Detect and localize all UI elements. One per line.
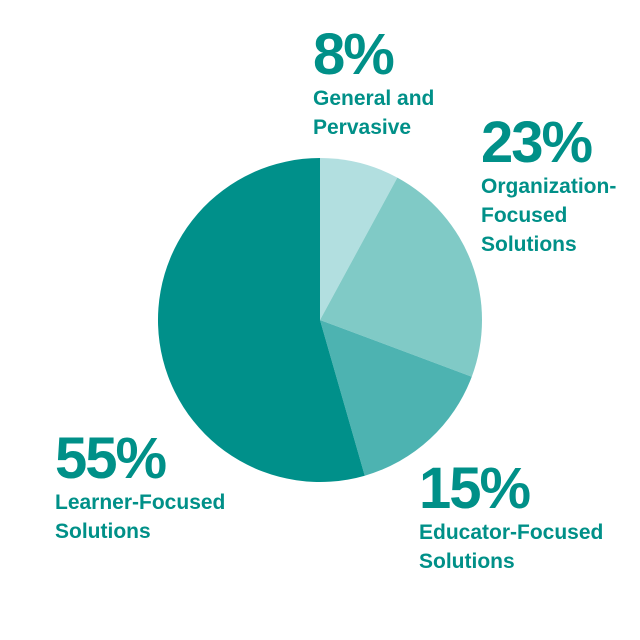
label-organization-focused: 23% Organization- Focused Solutions	[481, 114, 639, 259]
percent-educator-focused: 15%	[419, 456, 531, 521]
label-educator-focused: 15% Educator-Focused Solutions	[419, 460, 634, 576]
label-learner-focused: 55% Learner-Focused Solutions	[55, 430, 255, 546]
caption-line-1: General and	[313, 87, 435, 110]
caption-line-1: Educator-Focused	[419, 521, 604, 544]
caption-line-1: Learner-Focused	[55, 491, 226, 514]
caption-line-1: Organization-	[481, 175, 617, 198]
percent-learner-focused: 55%	[55, 426, 167, 491]
percent-organization-focused: 23%	[481, 110, 593, 175]
label-general-and-pervasive: 8% General and Pervasive	[313, 26, 473, 142]
percent-general-and-pervasive: 8%	[313, 22, 395, 87]
pie-slice-educator-focused-solutions	[320, 320, 472, 476]
pie-slice-learner-focused-solutions	[157, 157, 365, 483]
caption-line-2: Solutions	[419, 550, 515, 573]
caption-line-2: Focused	[481, 204, 568, 227]
pie-slice-organization-focused-solutions	[320, 177, 483, 377]
caption-line-2: Solutions	[55, 520, 151, 543]
pie-slice-general-and-pervasive	[320, 158, 398, 320]
caption-line-2: Pervasive	[313, 116, 412, 139]
caption-line-3: Solutions	[481, 233, 577, 256]
